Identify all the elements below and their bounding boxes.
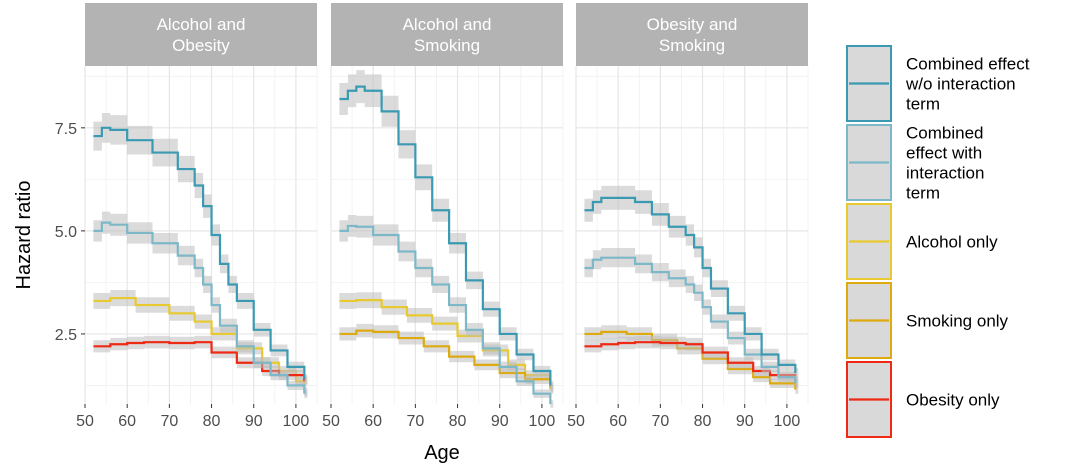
series-line-with (339, 224, 552, 404)
series-line-alcohol (339, 299, 552, 390)
legend-item-obesity: Obesity only (846, 361, 1000, 438)
confidence-band-obesity (93, 335, 308, 386)
legend-label: Obesity only (906, 391, 1000, 410)
x-tick-label: 50 (322, 413, 340, 430)
legend-label: term (906, 184, 940, 203)
legend-label: Alcohol only (906, 233, 998, 252)
legend-label: Smoking only (906, 312, 1009, 331)
panel-title-line: Alcohol and (157, 15, 246, 34)
x-tick-label: 50 (567, 413, 585, 430)
x-tick-label: 80 (449, 413, 467, 430)
panel-strip (576, 3, 808, 66)
legend-item-smoking: Smoking only (846, 282, 1009, 359)
panel-3: Obesity and Smoking (575, 3, 809, 404)
confidence-band-alcohol (93, 290, 308, 396)
x-tick-label: 60 (364, 413, 382, 430)
panel-title-line: Smoking (659, 36, 725, 55)
x-tick-label: 70 (651, 413, 669, 430)
x-tick-label: 50 (76, 413, 94, 430)
y-tick-label: 7.5 (55, 121, 77, 138)
legend-item-alcohol: Alcohol only (846, 203, 998, 280)
confidence-band-without (93, 113, 308, 384)
x-tick-label: 90 (245, 413, 263, 430)
series-line-without (339, 85, 552, 386)
x-axis-title: Age (424, 442, 460, 464)
panel-title-line: Alcohol and (403, 15, 492, 34)
x-tick-label: 70 (406, 413, 424, 430)
series-line-without (584, 196, 797, 374)
legend-label: Combined (906, 124, 984, 143)
series-line-without (93, 126, 306, 380)
legend-label: interaction (906, 164, 984, 183)
confidence-band-smoking (339, 323, 554, 392)
panel-title-line: Smoking (414, 36, 480, 55)
x-tick-label: 70 (160, 413, 178, 430)
panel-strip (331, 3, 563, 66)
x-tick-label: 90 (491, 413, 509, 430)
x-tick-label: 60 (609, 413, 627, 430)
series-line-with (93, 221, 306, 394)
legend-label: term (906, 95, 940, 114)
series-line-smoking (339, 329, 552, 388)
panel-strip (85, 3, 317, 66)
y-tick-label: 2.5 (55, 327, 77, 344)
x-tick-label: 100 (774, 413, 801, 430)
confidence-band-alcohol (339, 292, 554, 394)
legend-label: w/o interaction (905, 75, 1016, 94)
x-tick-label: 100 (283, 413, 310, 430)
y-axis-title: Hazard ratio (13, 181, 35, 290)
x-tick-label: 80 (203, 413, 221, 430)
legend-label: effect with (906, 144, 982, 163)
confidence-band-obesity (584, 335, 799, 386)
panel-title-line: Obesity and (647, 15, 738, 34)
confidence-band-with (93, 211, 308, 398)
x-tick-label: 90 (736, 413, 754, 430)
axes: Age Hazard ratio 50 60 70 80 90 100 50 60 70 80 90… (13, 121, 800, 464)
confidence-band-with (339, 215, 554, 408)
x-tick-label: 80 (694, 413, 712, 430)
confidence-band-without (339, 70, 554, 390)
y-tick-label: 5.0 (55, 224, 77, 241)
x-tick-label: 60 (118, 413, 136, 430)
panel-title-line: Obesity (172, 36, 230, 55)
legend-label: Combined effect (906, 55, 1030, 74)
panel-1: Alcohol and Obesity (84, 3, 318, 404)
x-tick-label: 100 (529, 413, 556, 430)
panel-2: Alcohol and Smoking (330, 3, 564, 408)
